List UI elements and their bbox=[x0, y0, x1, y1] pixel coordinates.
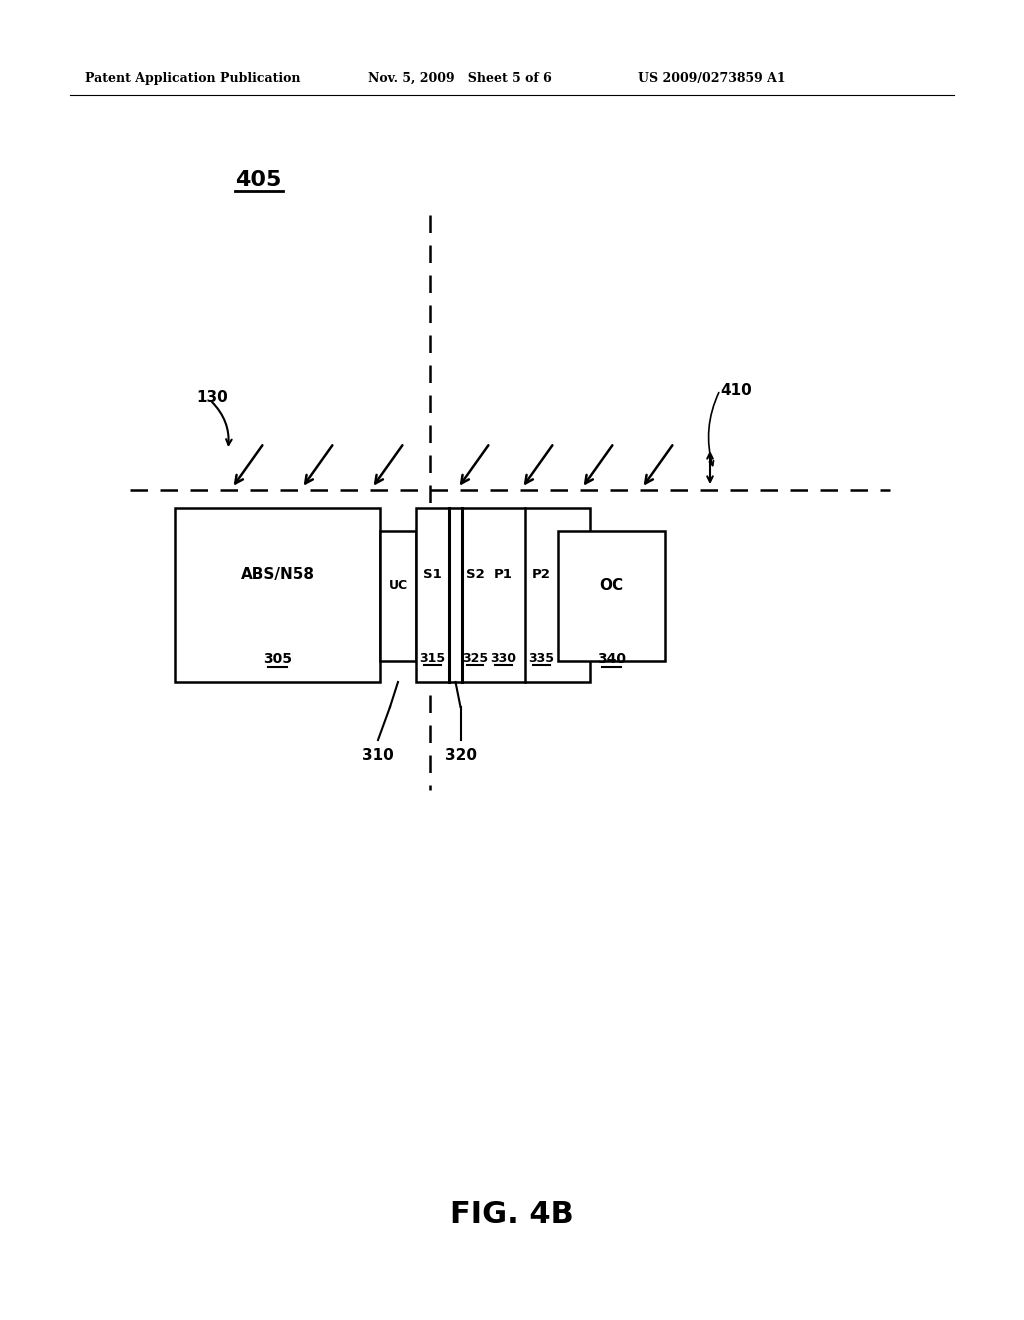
Text: ABS/N58: ABS/N58 bbox=[241, 566, 314, 582]
Bar bbox=[558, 531, 665, 661]
Bar bbox=[380, 531, 416, 661]
Text: 325: 325 bbox=[462, 652, 488, 665]
Text: 410: 410 bbox=[720, 383, 752, 399]
Bar bbox=[416, 508, 590, 682]
Text: 130: 130 bbox=[196, 389, 227, 405]
Text: 310: 310 bbox=[362, 748, 394, 763]
Text: 330: 330 bbox=[490, 652, 516, 665]
Text: S2: S2 bbox=[466, 568, 484, 581]
Text: S1: S1 bbox=[423, 568, 442, 581]
Text: US 2009/0273859 A1: US 2009/0273859 A1 bbox=[638, 73, 785, 84]
Text: P1: P1 bbox=[494, 568, 513, 581]
Text: 340: 340 bbox=[597, 652, 626, 667]
Text: 305: 305 bbox=[263, 652, 292, 667]
Text: FIG. 4B: FIG. 4B bbox=[451, 1200, 573, 1229]
Text: 320: 320 bbox=[444, 748, 476, 763]
Text: Nov. 5, 2009   Sheet 5 of 6: Nov. 5, 2009 Sheet 5 of 6 bbox=[368, 73, 552, 84]
Text: 335: 335 bbox=[528, 652, 555, 665]
Text: 315: 315 bbox=[420, 652, 445, 665]
Bar bbox=[175, 508, 380, 682]
Text: 405: 405 bbox=[234, 170, 282, 190]
Text: Patent Application Publication: Patent Application Publication bbox=[85, 73, 300, 84]
Text: OC: OC bbox=[599, 578, 624, 593]
Text: P2: P2 bbox=[532, 568, 551, 581]
Text: UC: UC bbox=[388, 579, 408, 593]
